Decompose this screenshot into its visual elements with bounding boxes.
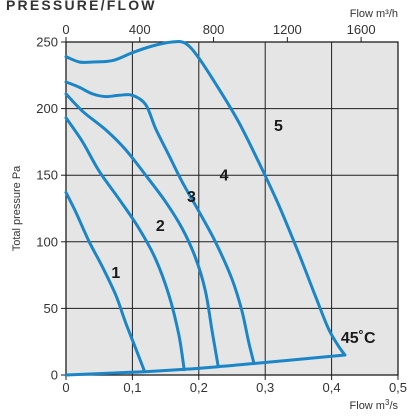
x-tick-label: 0,3	[256, 380, 274, 395]
plot-background	[66, 42, 398, 375]
x-axis-label-superscript: 3	[385, 398, 390, 407]
top-tick-label: 1200	[273, 22, 302, 37]
top-axis-label: Flow m³/h	[350, 8, 398, 20]
series-line-4	[64, 80, 256, 365]
curve-label: 2	[156, 218, 165, 235]
x-axis-label-suffix: /s	[389, 400, 398, 412]
x-tick-label: 0,5	[389, 380, 407, 395]
curve-label: 5	[274, 118, 283, 135]
y-tick-label: 0	[51, 368, 58, 383]
series-line-1	[64, 191, 146, 373]
plot-frame	[65, 41, 399, 376]
plot-area	[66, 42, 398, 375]
limit-curve-line	[64, 353, 347, 377]
y-tick-label: 250	[36, 35, 58, 50]
x-tick-label: 0	[62, 380, 69, 395]
y-tick-label: 150	[36, 168, 58, 183]
series-lines	[64, 40, 347, 377]
y-tick-label: 50	[44, 301, 58, 316]
x-tick-label: 0,2	[190, 380, 208, 395]
series-line-5	[64, 40, 347, 357]
top-tick-label: 800	[203, 22, 225, 37]
x-axis-label: Flow m3/s	[350, 398, 399, 413]
curve-label: 4	[220, 168, 229, 185]
chart-title: PRESSURE/FLOW	[6, 0, 157, 13]
x-tick-label: 0,4	[323, 380, 341, 395]
curve-labels: 1 2 3 4 5 45˚C	[111, 118, 376, 347]
y-tick-label: 200	[36, 101, 58, 116]
y-axis-label: Total pressure Pa	[11, 165, 23, 251]
top-tick-label: 400	[129, 22, 151, 37]
x-tick-label: 0,1	[123, 380, 141, 395]
y-tick-label: 100	[36, 234, 58, 249]
curve-label: 1	[111, 265, 120, 282]
top-tick-label: 1600	[347, 22, 376, 37]
series-line-2	[64, 116, 186, 372]
top-tick-label: 0	[62, 22, 69, 37]
series-line-3	[64, 92, 220, 368]
curve-label: 45˚C	[341, 330, 376, 347]
curve-label: 3	[187, 189, 196, 206]
